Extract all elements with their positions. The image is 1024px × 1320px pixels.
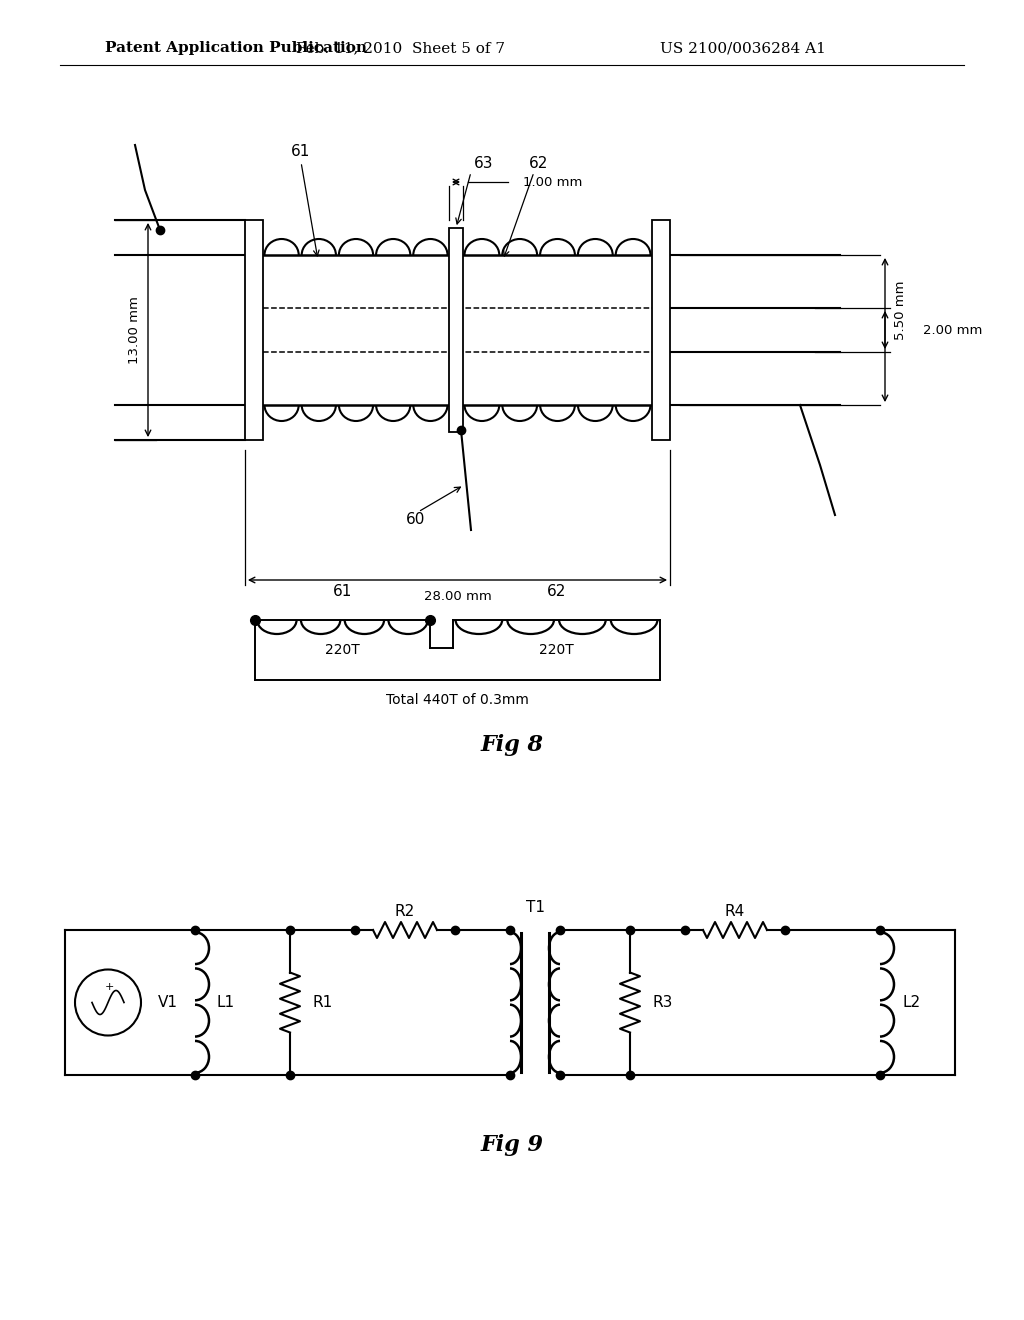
Bar <box>245 220 263 440</box>
Text: 62: 62 <box>547 585 566 599</box>
Text: Fig 8: Fig 8 <box>480 734 544 756</box>
Text: 62: 62 <box>529 157 549 172</box>
Text: 220T: 220T <box>326 643 359 657</box>
Bar <box>449 228 463 432</box>
Text: US 2100/0036284 A1: US 2100/0036284 A1 <box>660 41 826 55</box>
Text: 60: 60 <box>406 512 425 528</box>
Text: 28.00 mm: 28.00 mm <box>424 590 492 602</box>
Text: +: + <box>104 982 114 991</box>
Text: Patent Application Publication: Patent Application Publication <box>105 41 367 55</box>
Text: R1: R1 <box>312 995 332 1010</box>
Text: 63: 63 <box>474 157 494 172</box>
Text: 1.00 mm: 1.00 mm <box>523 176 583 189</box>
Text: R3: R3 <box>652 995 673 1010</box>
Text: R2: R2 <box>395 904 415 920</box>
Text: 61: 61 <box>333 585 352 599</box>
Text: T1: T1 <box>525 900 545 916</box>
Bar <box>652 220 670 440</box>
Text: 13.00 mm: 13.00 mm <box>128 296 140 364</box>
Text: L2: L2 <box>902 995 921 1010</box>
Text: R4: R4 <box>725 904 745 920</box>
Text: Fig 9: Fig 9 <box>480 1134 544 1156</box>
Text: 5.50 mm: 5.50 mm <box>894 281 906 341</box>
Text: 220T: 220T <box>539 643 573 657</box>
Text: Feb. 11, 2010  Sheet 5 of 7: Feb. 11, 2010 Sheet 5 of 7 <box>296 41 505 55</box>
Text: 61: 61 <box>291 144 310 160</box>
Text: V1: V1 <box>158 995 178 1010</box>
Text: Total 440T of 0.3mm: Total 440T of 0.3mm <box>386 693 529 708</box>
Text: 2.00 mm: 2.00 mm <box>923 323 982 337</box>
Text: L1: L1 <box>217 995 236 1010</box>
